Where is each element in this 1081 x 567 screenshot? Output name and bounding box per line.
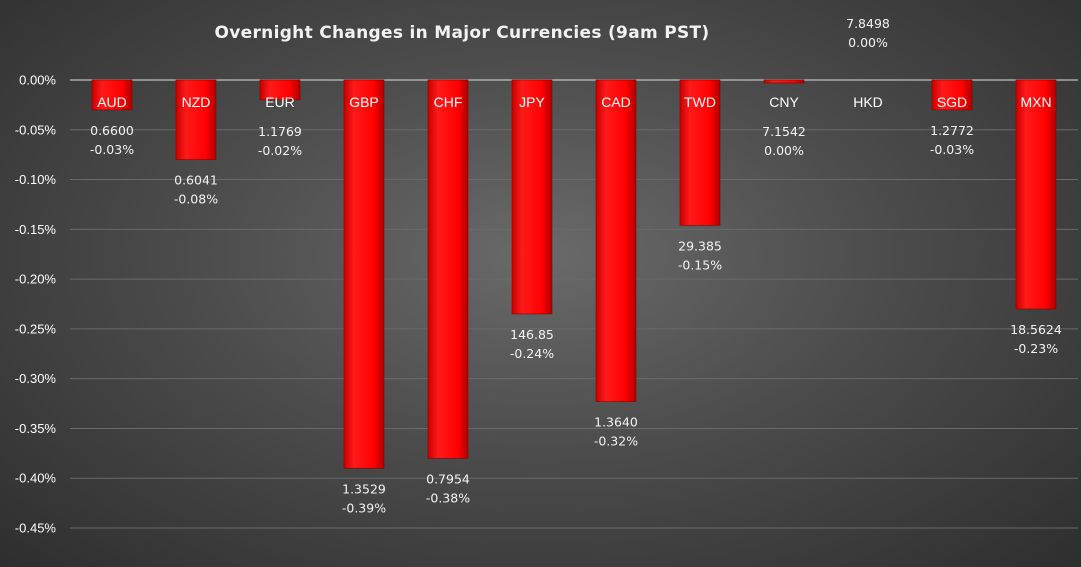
rate-label-jpy: 146.85 [510, 327, 554, 342]
y-tick-label: -0.15% [15, 222, 57, 237]
bar-gbp [343, 79, 385, 469]
y-tick-label: -0.25% [15, 321, 57, 336]
pct-label-twd: -0.15% [678, 257, 722, 272]
rate-label-nzd: 0.6041 [174, 173, 218, 188]
bar-sgd [931, 79, 973, 111]
rate-label-gbp: 1.3529 [342, 481, 386, 496]
pct-label-nzd: -0.08% [174, 192, 218, 207]
y-tick-label: -0.10% [15, 172, 57, 187]
bar-eur [259, 79, 301, 101]
y-tick-label: -0.45% [15, 521, 57, 536]
rate-label-cny: 7.1542 [762, 124, 806, 139]
pct-label-hkd: 0.00% [848, 35, 888, 50]
category-label-mxn: MXN [1020, 94, 1051, 110]
category-label-nzd: NZD [182, 94, 211, 110]
bars [91, 79, 1057, 469]
bar-aud [91, 79, 133, 111]
rate-label-cad: 1.3640 [594, 415, 638, 430]
bar-jpy [511, 79, 553, 315]
category-label-cny: CNY [769, 94, 799, 110]
pct-label-cny: 0.00% [764, 143, 804, 158]
rate-label-hkd: 7.8498 [846, 16, 890, 31]
pct-label-gbp: -0.39% [342, 500, 386, 515]
pct-label-jpy: -0.24% [510, 346, 554, 361]
pct-label-chf: -0.38% [426, 490, 470, 505]
category-label-cad: CAD [601, 94, 631, 110]
rate-label-aud: 0.6600 [90, 123, 134, 138]
category-label-jpy: JPY [519, 94, 545, 110]
rate-label-sgd: 1.2772 [930, 123, 974, 138]
category-label-eur: EUR [265, 94, 295, 110]
rate-label-chf: 0.7954 [426, 471, 470, 486]
category-label-hkd: HKD [853, 94, 883, 110]
rate-label-mxn: 18.5624 [1010, 322, 1062, 337]
category-label-gbp: GBP [349, 94, 379, 110]
pct-label-cad: -0.32% [594, 434, 638, 449]
y-axis-ticks: 0.00% -0.05% -0.10% -0.15% -0.20% -0.25% -0.30… [15, 73, 57, 536]
y-tick-label: -0.05% [15, 122, 57, 137]
bar-nzd [175, 79, 217, 160]
y-tick-label: -0.30% [15, 371, 57, 386]
bar-cad [595, 79, 637, 402]
rate-label-twd: 29.385 [678, 238, 722, 253]
category-label-sgd: SGD [937, 94, 967, 110]
category-label-aud: AUD [97, 94, 127, 110]
pct-label-eur: -0.02% [258, 143, 302, 158]
bar-twd [679, 79, 721, 226]
category-label-chf: CHF [434, 94, 463, 110]
pct-label-aud: -0.03% [90, 142, 134, 157]
bar-mxn [1015, 79, 1057, 310]
data-labels: AUD 0.6600 -0.03% NZD 0.6041 -0.08% EUR 1.1769 -… [90, 16, 1062, 515]
y-tick-label: -0.40% [15, 471, 57, 486]
gridlines [70, 79, 1078, 529]
rate-label-eur: 1.1769 [258, 124, 302, 139]
pct-label-sgd: -0.03% [930, 142, 974, 157]
pct-label-mxn: -0.23% [1014, 341, 1058, 356]
y-tick-label: 0.00% [19, 73, 56, 88]
y-tick-label: -0.20% [15, 272, 57, 287]
bar-chf [427, 79, 469, 459]
bar-cny [763, 79, 805, 84]
y-tick-label: -0.35% [15, 421, 57, 436]
category-label-twd: TWD [684, 94, 716, 110]
chart-title: Overnight Changes in Major Currencies (9… [215, 23, 710, 43]
